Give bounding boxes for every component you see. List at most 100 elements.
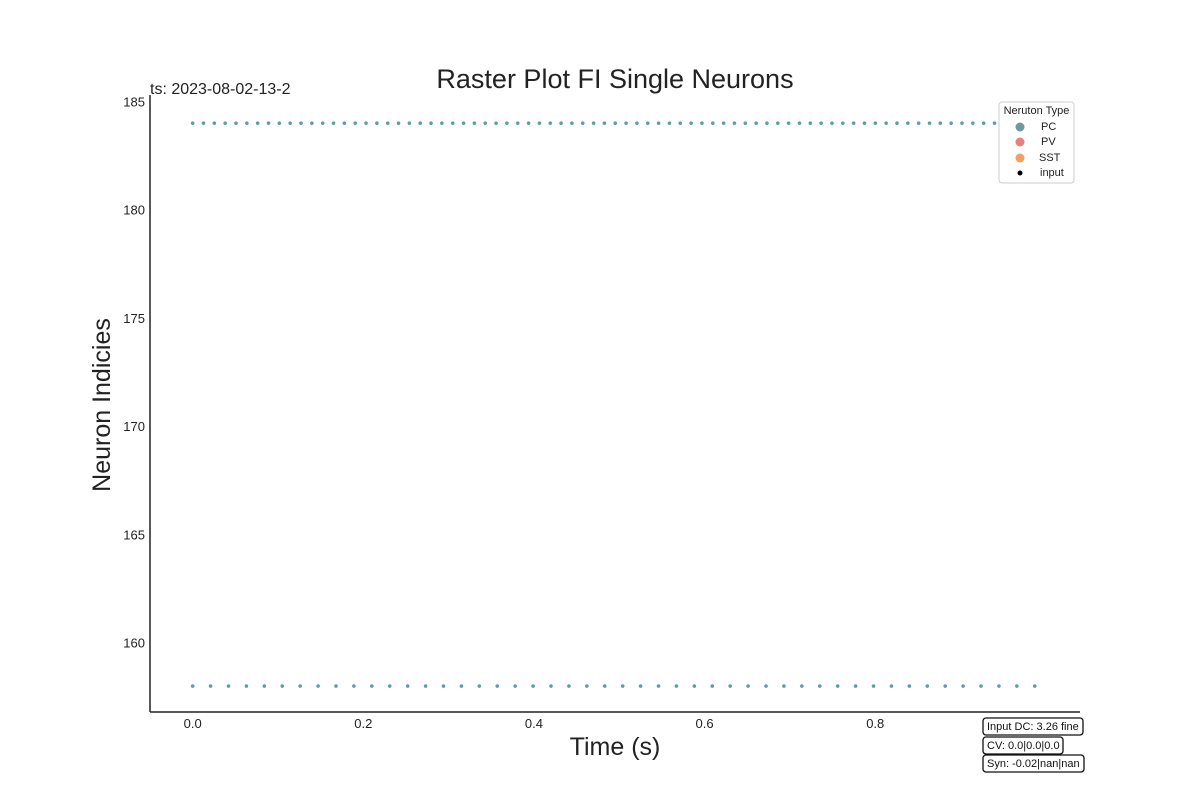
spike-point (244, 684, 249, 688)
chart-title: Raster Plot FI Single Neurons (436, 64, 793, 94)
spike-point (819, 121, 823, 125)
cv-text: CV: 0.0|0.0|0.0 (987, 740, 1060, 752)
y-tick-label: 175 (123, 311, 145, 326)
y-tick-label: 180 (123, 203, 145, 218)
spike-point (280, 684, 285, 688)
spike-point (580, 121, 585, 125)
x-tick-label: 0.0 (184, 716, 202, 731)
spike-point (689, 121, 693, 125)
spike-point (754, 121, 758, 125)
spike-point (1032, 684, 1037, 688)
legend-label-pc: PC (1041, 121, 1056, 133)
spike-point (226, 684, 231, 688)
spike-point (570, 121, 574, 125)
spike-point (645, 121, 650, 125)
spike-point (851, 121, 856, 125)
spike-point (342, 121, 347, 125)
spike-point (638, 684, 643, 688)
legend-label-input: input (1040, 167, 1064, 179)
y-axis-label: Neuron Indicies (88, 318, 116, 492)
spike-point (624, 121, 628, 125)
spike-point (531, 684, 535, 688)
chart-subtitle: ts: 2023-08-02-13-2 (150, 81, 291, 98)
spike-point (223, 121, 227, 125)
spike-point (678, 121, 683, 125)
cv-box (982, 736, 1064, 755)
input-dc-box (982, 717, 1084, 736)
spike-point (201, 121, 206, 125)
spike-point (549, 684, 553, 688)
spike-point (298, 684, 302, 688)
spike-point (656, 684, 661, 688)
spike-point (234, 121, 238, 125)
legend-box (998, 101, 1075, 184)
spike-point (299, 121, 303, 125)
spike-point (440, 121, 444, 125)
legend-title: Neruton Type (1004, 105, 1070, 117)
x-tick-label: 0.2 (354, 716, 372, 731)
spike-point (537, 121, 542, 125)
spike-point (387, 684, 392, 688)
spike-point (613, 121, 618, 125)
spike-point (429, 121, 433, 125)
y-tick-label: 165 (123, 527, 145, 542)
spike-point (971, 121, 975, 125)
spike-point (692, 684, 697, 688)
x-tick-label: 0.6 (696, 716, 714, 731)
x-axis-label: Time (s) (570, 733, 661, 761)
spike-point (743, 121, 748, 125)
spike-point (997, 684, 1001, 688)
spike-point (190, 684, 195, 688)
spike-point (591, 121, 596, 125)
spike-point (674, 684, 679, 688)
spike-point (764, 684, 768, 688)
spike-point (255, 121, 260, 125)
spike-point (472, 121, 477, 125)
spike-point (441, 684, 446, 688)
spike-point (884, 121, 888, 125)
spike-point (515, 121, 520, 125)
spike-point (494, 121, 498, 125)
legend-label-pv: PV (1041, 136, 1056, 148)
spike-point (459, 684, 464, 688)
spike-point (873, 121, 878, 125)
spike-point (765, 121, 769, 125)
spike-point (190, 121, 195, 125)
plot-area: 0.0 0.2 0.4 0.6 0.8 160 165 170 175 180 185 (123, 94, 1080, 731)
spike-point (375, 121, 379, 125)
spike-point (212, 121, 217, 125)
spike-point (334, 684, 338, 688)
spike-point (656, 121, 661, 125)
spike-point (461, 121, 466, 125)
spike-markers (190, 121, 1037, 688)
spike-point (746, 684, 750, 688)
x-tick-label: 0.8 (866, 716, 884, 731)
y-tick-label: 160 (123, 636, 145, 651)
spike-point (817, 684, 822, 688)
spike-point (853, 684, 858, 688)
spike-point (385, 121, 390, 125)
spike-point (418, 121, 423, 125)
spike-point (889, 684, 894, 688)
legend-label-sst: SST (1039, 152, 1061, 164)
spike-point (981, 121, 986, 125)
spike-point (927, 121, 932, 125)
spike-point (907, 684, 912, 688)
spike-point (808, 121, 813, 125)
spike-point (862, 121, 867, 125)
spike-point (407, 121, 412, 125)
legend-marker-pc (1015, 122, 1025, 132)
spike-point (782, 684, 786, 688)
spike-point (331, 121, 336, 125)
y-tick-label: 185 (123, 94, 145, 109)
stats-boxes: Input DC: 3.26 fine CV: 0.0|0.0|0.0 Syn:… (982, 717, 1085, 773)
spike-point (732, 121, 737, 125)
spike-point (483, 121, 488, 125)
spike-point (1015, 684, 1019, 688)
legend-marker-pv (1015, 137, 1025, 147)
spike-point (352, 684, 356, 688)
spike-point (602, 684, 607, 688)
spike-point (871, 684, 876, 688)
legend-marker-sst (1015, 153, 1025, 163)
